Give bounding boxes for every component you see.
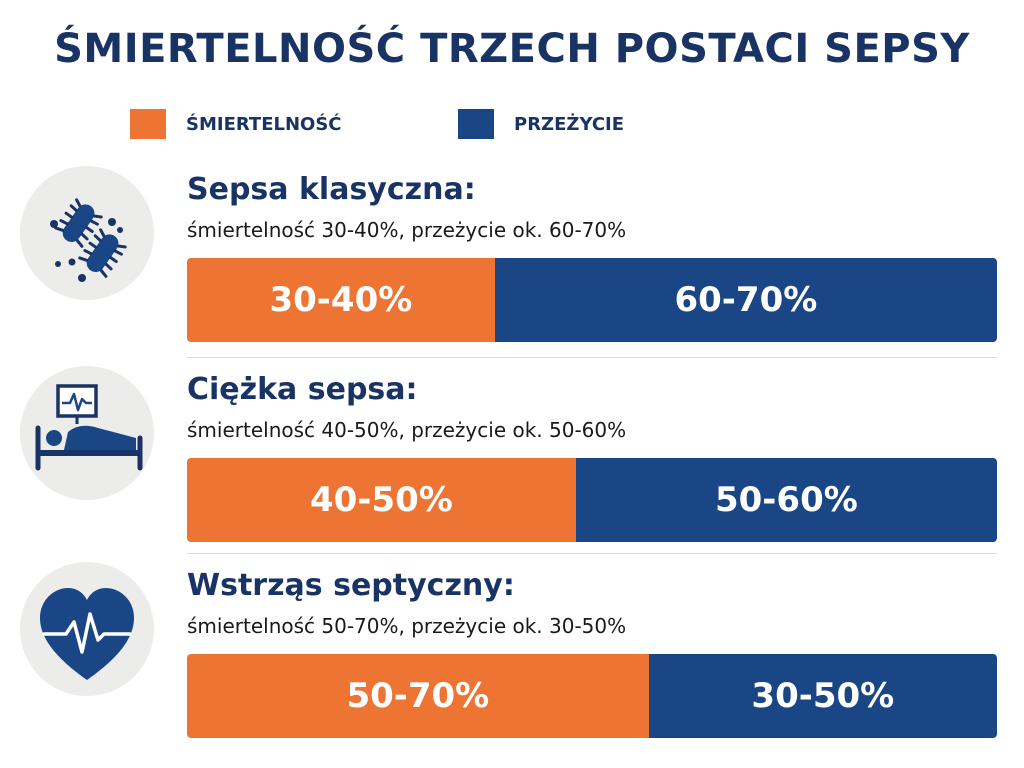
bar-segment-survival: 50-60% <box>575 458 997 542</box>
bar-segment-mortality: 50-70% <box>187 654 649 738</box>
legend-swatch-mortality <box>130 109 166 139</box>
legend-label-survival: PRZEŻYCIE <box>514 113 625 135</box>
bar-segment-survival: 60-70% <box>494 258 997 342</box>
section-wstrzas-septyczny: Wstrząs septyczny: śmiertelność 50-70%, … <box>0 562 1024 752</box>
section-sepsa-klasyczna: Sepsa klasyczna: śmiertelność 30-40%, pr… <box>0 166 1024 356</box>
bacteria-icon <box>20 166 154 300</box>
legend: ŚMIERTELNOŚĆ PRZEŻYCIE <box>0 108 1024 140</box>
page-title: ŚMIERTELNOŚĆ TRZECH POSTACI SEPSY <box>54 26 970 72</box>
bar-segment-mortality: 40-50% <box>187 458 576 542</box>
legend-item-survival: PRZEŻYCIE <box>458 108 624 140</box>
legend-swatch-survival <box>458 109 494 139</box>
legend-item-mortality: ŚMIERTELNOŚĆ <box>130 108 342 140</box>
section-description: śmiertelność 50-70%, przeżycie ok. 30-50… <box>187 614 627 638</box>
section-title: Sepsa klasyczna: <box>187 172 476 207</box>
legend-label-mortality: ŚMIERTELNOŚĆ <box>186 113 342 135</box>
divider <box>187 553 997 554</box>
section-description: śmiertelność 40-50%, przeżycie ok. 50-60… <box>187 418 627 442</box>
section-title: Ciężka sepsa: <box>187 372 418 407</box>
bar-segment-mortality: 30-40% <box>187 258 495 342</box>
stacked-bar: 30-40% 60-70% <box>187 258 997 342</box>
section-title: Wstrząs septyczny: <box>187 568 515 603</box>
heart-pulse-icon <box>20 562 154 696</box>
stacked-bar: 40-50% 50-60% <box>187 458 997 542</box>
section-description: śmiertelność 30-40%, przeżycie ok. 60-70… <box>187 218 627 242</box>
stacked-bar: 50-70% 30-50% <box>187 654 997 738</box>
bar-segment-survival: 30-50% <box>648 654 997 738</box>
hospital-bed-icon <box>20 366 154 500</box>
divider <box>187 357 997 358</box>
section-ciezka-sepsa: Ciężka sepsa: śmiertelność 40-50%, przeż… <box>0 366 1024 556</box>
